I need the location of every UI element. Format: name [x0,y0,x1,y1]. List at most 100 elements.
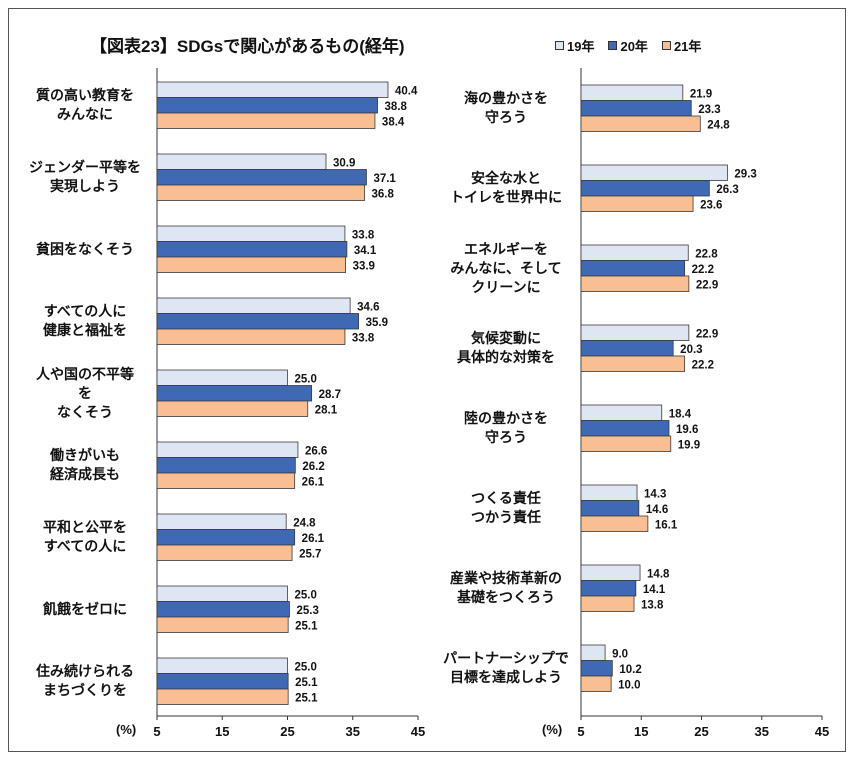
data-label: 23.6 [700,199,722,211]
bar-19年 [580,244,689,261]
data-label: 22.9 [696,279,718,291]
bar-19年 [156,297,351,314]
bar-21年 [580,195,694,212]
data-label: 26.3 [716,184,738,196]
bar-21年 [156,112,376,129]
bar-19年 [156,153,327,170]
category-label: 住み続けられる まちづくりを [36,663,134,699]
data-label: 33.8 [352,332,375,344]
bar-21年 [156,688,289,705]
data-label: 25.1 [295,677,318,689]
legend-item-20: 20年 [608,36,648,55]
data-label: 10.2 [619,664,641,676]
category-label: 飢餓をゼロに [43,600,127,617]
category-label: 貧困をなくそう [36,240,134,257]
category-label: 気候変動に 具体的な対策を [457,330,555,366]
category-label: 陸の豊かさを 守ろう [464,410,548,446]
bar-20年 [580,420,670,437]
bar-19年 [580,164,728,181]
data-label: 14.3 [644,488,666,500]
data-label: 33.9 [353,260,375,272]
legend-swatch-21 [661,41,671,50]
data-label: 40.4 [395,85,418,97]
x-tick-label: 35 [755,724,769,739]
bar-20年 [156,457,296,474]
data-label: 26.1 [302,533,325,545]
bar-21年 [580,435,672,452]
x-tick-label: 25 [694,724,708,739]
x-tick-label: 5 [153,724,160,739]
x-tick-label: 5 [577,724,584,739]
data-label: 30.9 [333,157,355,169]
legend-item-19: 19年 [555,36,594,55]
bar-19年 [156,657,288,674]
legend-swatch-19 [555,41,564,50]
bar-20年 [156,601,290,618]
data-label: 26.1 [302,476,325,488]
data-label: 34.6 [357,301,379,313]
bar-21年 [580,595,635,612]
bar-20年 [580,580,637,597]
data-label: 22.9 [696,328,718,340]
data-label: 38.8 [385,101,408,113]
bar-20年 [156,97,378,114]
data-label: 23.3 [698,104,720,116]
data-label: 33.8 [352,229,375,241]
bar-20年 [156,529,296,546]
bar-20年 [580,660,613,677]
data-label: 25.7 [299,548,321,560]
bar-19年 [156,81,389,98]
data-label: 25.0 [295,373,317,385]
bar-21年 [156,256,346,273]
bar-21年 [580,675,612,692]
x-tick-label: 15 [634,724,648,739]
bar-19年 [156,369,288,386]
data-label: 34.1 [354,245,377,257]
category-label: パートナーシップで 目標を達成しよう [443,650,569,686]
legend-label-19: 19年 [567,39,595,54]
category-label: 産業や技術革新の 基礎をつくろう [450,570,562,606]
data-label: 20.3 [680,344,702,356]
unit-label: (%) [116,722,137,737]
bar-21年 [156,544,293,561]
data-label: 18.4 [669,408,692,420]
bar-19年 [580,324,690,341]
data-label: 14.1 [643,584,666,596]
x-tick-label: 15 [215,724,229,739]
bar-20年 [156,313,360,330]
bar-19年 [156,441,299,458]
bar-21年 [580,515,649,532]
bar-20年 [156,673,289,690]
bar-20年 [156,241,348,258]
bar-19年 [580,564,641,581]
category-label: 平和と公平を すべての人に [43,519,127,555]
data-label: 38.4 [382,116,405,128]
x-tick-label: 45 [815,724,829,739]
data-label: 25.0 [295,661,317,673]
data-label: 24.8 [707,119,730,131]
bar-19年 [156,225,346,242]
bar-21年 [156,400,309,417]
legend: 19年 20年 21年 [555,36,701,55]
bar-19年 [580,84,684,101]
data-label: 25.1 [295,620,318,632]
bar-19年 [580,484,638,501]
category-label: 海の豊かさを 守ろう [464,90,548,126]
data-label: 37.1 [373,173,396,185]
chart-title: 【図表23】SDGsで関心があるもの(経年) [90,37,405,56]
data-label: 10.0 [618,679,640,691]
data-label: 9.0 [612,648,628,660]
bar-20年 [580,260,686,277]
data-label: 16.1 [655,519,678,531]
data-label: 25.0 [295,589,317,601]
data-label: 29.3 [734,168,756,180]
data-label: 26.6 [305,445,327,457]
bar-21年 [156,184,365,201]
data-label: 19.9 [678,439,700,451]
data-label: 25.1 [295,692,318,704]
bar-21年 [580,275,690,292]
data-label: 35.9 [366,317,388,329]
bar-20年 [580,180,710,197]
bar-21年 [580,115,701,132]
